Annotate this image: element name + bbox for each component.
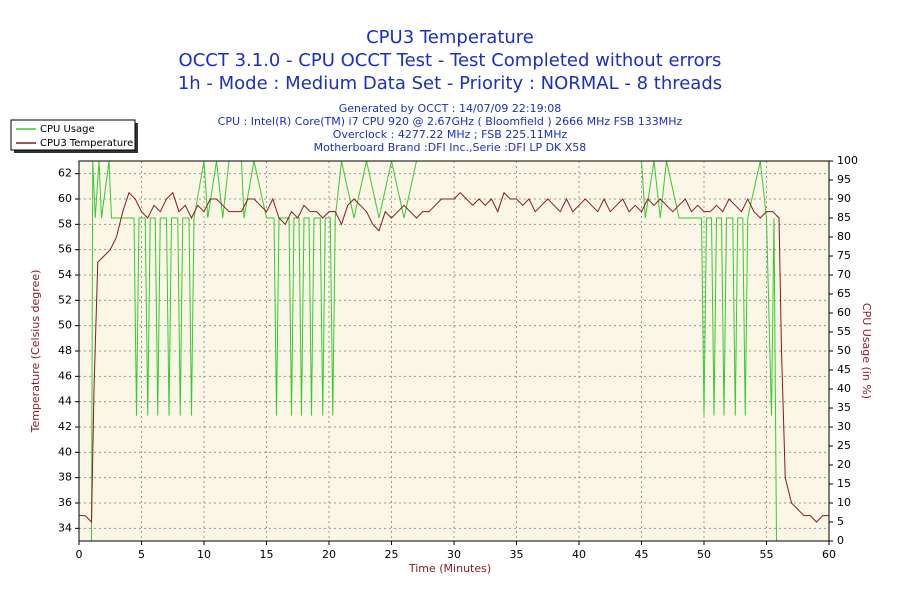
x-tick-label: 15 [260, 548, 274, 561]
y2-tick-label: 25 [837, 439, 851, 452]
legend-label: CPU Usage [40, 124, 95, 135]
x-tick-label: 20 [322, 548, 336, 561]
y-tick-label: 52 [58, 293, 72, 306]
x-tick-label: 55 [760, 548, 774, 561]
x-tick-label: 40 [572, 548, 586, 561]
y-tick-label: 48 [58, 344, 72, 357]
y-tick-label: 56 [58, 243, 72, 256]
series-line [79, 191, 829, 524]
y2-tick-label: 65 [837, 287, 851, 300]
y-tick-label: 38 [58, 471, 72, 484]
x-tick-label: 35 [510, 548, 524, 561]
y2-tick-label: 10 [837, 496, 851, 509]
chart-title: CPU3 Temperature [366, 27, 534, 48]
y-tick-label: 54 [58, 268, 72, 281]
x-axis-label: Time (Minutes) [408, 562, 491, 575]
y2-tick-label: 5 [837, 515, 844, 528]
y-tick-label: 46 [58, 369, 72, 382]
y2-tick-label: 80 [837, 230, 851, 243]
y-tick-label: 34 [58, 521, 72, 534]
y2-tick-label: 55 [837, 325, 851, 338]
y2-tick-label: 85 [837, 211, 851, 224]
x-tick-label: 50 [697, 548, 711, 561]
y2-tick-label: 40 [837, 382, 851, 395]
y2-tick-label: 90 [837, 192, 851, 205]
y2-tick-label: 50 [837, 344, 851, 357]
y2-tick-label: 100 [837, 154, 858, 167]
y-tick-label: 62 [58, 167, 72, 180]
y2-tick-label: 95 [837, 173, 851, 186]
x-tick-label: 45 [635, 548, 649, 561]
x-tick-label: 10 [197, 548, 211, 561]
y2-tick-label: 15 [837, 477, 851, 490]
y2-tick-label: 45 [837, 363, 851, 376]
y-tick-label: 44 [58, 395, 72, 408]
y2-tick-label: 70 [837, 268, 851, 281]
y-tick-label: 60 [58, 192, 72, 205]
subtitle: OCCT 3.1.0 - CPU OCCT Test - Test Comple… [179, 50, 722, 71]
subtitle: 1h - Mode : Medium Data Set - Priority :… [178, 73, 722, 94]
info-line: CPU : Intel(R) Core(TM) i7 CPU 920 @ 2.6… [218, 115, 683, 128]
x-tick-label: 5 [138, 548, 145, 561]
y-tick-label: 40 [58, 445, 72, 458]
y2-tick-label: 75 [837, 249, 851, 262]
y2-tick-label: 30 [837, 420, 851, 433]
y2-tick-label: 0 [837, 534, 844, 547]
x-tick-label: 25 [385, 548, 399, 561]
legend-box [10, 119, 136, 151]
info-line: Overclock : 4277.22 MHz ; FSB 225.11MHz [333, 128, 568, 141]
y-tick-label: 36 [58, 496, 72, 509]
y2-tick-label: 60 [837, 306, 851, 319]
y-tick-label: 50 [58, 319, 72, 332]
x-tick-label: 60 [822, 548, 836, 561]
y-tick-label: 58 [58, 217, 72, 230]
series-line [79, 161, 829, 541]
plot-border [78, 160, 830, 542]
info-line: Generated by OCCT : 14/07/09 22:19:08 [339, 102, 562, 115]
y-axis-label: Temperature (Celsius degree) [29, 270, 42, 434]
legend: CPU Usage CPU3 Temperature [10, 119, 138, 153]
y2-tick-label: 35 [837, 401, 851, 414]
x-tick-label: 0 [76, 548, 83, 561]
y2-tick-label: 20 [837, 458, 851, 471]
x-tick-label: 30 [447, 548, 461, 561]
legend-label: CPU3 Temperature [40, 138, 133, 149]
y-tick-label: 42 [58, 420, 72, 433]
y2-axis-label: CPU Usage (in %) [860, 303, 873, 399]
info-line: Motherboard Brand :DFI Inc.,Serie :DFI L… [314, 141, 587, 154]
